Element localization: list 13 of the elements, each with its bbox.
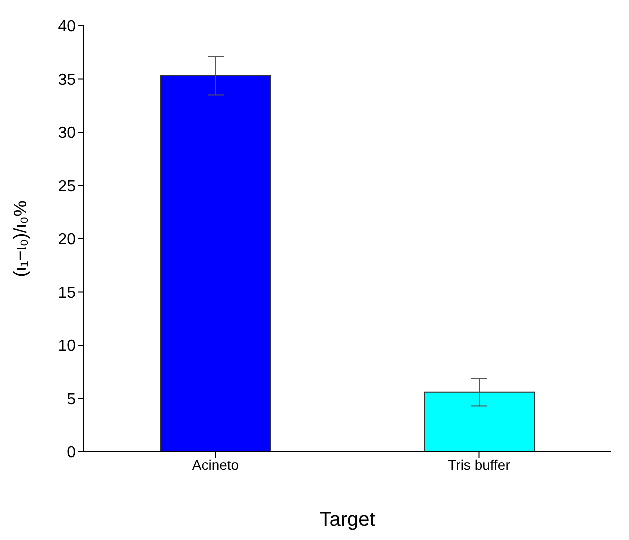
x-axis-title: Target: [320, 509, 376, 531]
x-tick-label: Tris buffer: [448, 456, 511, 473]
y-axis-title: (ι₁−ι₀)/ι₀%: [10, 200, 30, 278]
y-tick-label: 30: [58, 125, 76, 142]
y-tick-label: 35: [58, 72, 76, 89]
y-tick-label: 20: [58, 232, 76, 249]
y-tick-label: 15: [58, 284, 76, 302]
y-tick-label: 0: [67, 444, 76, 462]
y-tick-label: 5: [67, 391, 76, 408]
y-tick-label: 40: [58, 18, 76, 36]
x-tick-label: Acineto: [192, 456, 240, 473]
y-tick-label: 10: [58, 338, 76, 356]
y-tick-label: 25: [58, 178, 76, 196]
